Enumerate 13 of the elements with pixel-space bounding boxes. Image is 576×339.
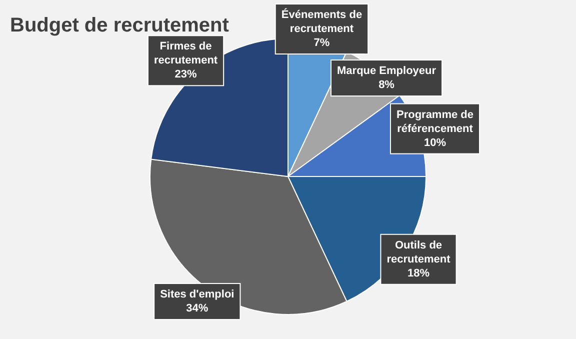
slice-label: Programme de référencement: [396, 108, 474, 135]
slice-label: Marque Employeur: [337, 65, 437, 78]
chart-title: Budget de recrutement: [10, 14, 230, 37]
data-label: 7%: [314, 37, 330, 50]
data-label: 23%: [174, 68, 198, 81]
data-label: 18%: [407, 267, 430, 280]
slice-label: Firmes de recrutement: [154, 40, 218, 67]
data-label: 34%: [186, 302, 208, 315]
slice-label: Outils de recrutement: [386, 239, 451, 266]
data-label: 10%: [424, 136, 446, 149]
slice-label: Sites d'emploi: [160, 288, 234, 301]
data-label: 8%: [378, 79, 395, 92]
slice-label: Événements de recrutement: [281, 8, 362, 36]
